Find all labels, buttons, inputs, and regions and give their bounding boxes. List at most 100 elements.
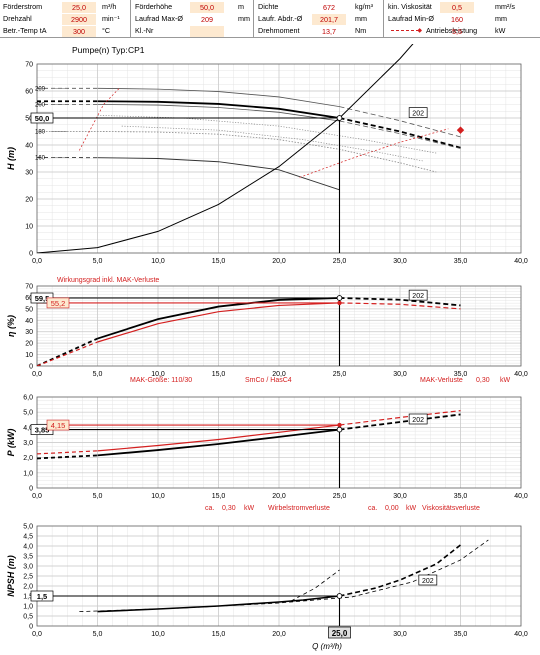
x-tick-label: 15,0 [212, 371, 226, 378]
y-tick-label: 2,0 [23, 455, 33, 462]
series-line [97, 104, 340, 122]
x-tick-label: 0,0 [32, 493, 42, 500]
visc-loss-prefix: ca. [368, 505, 377, 512]
mak-loss-label: MAK-Verluste [420, 377, 463, 384]
diameter-label: 209 [35, 86, 46, 92]
system-curve [37, 44, 414, 253]
y-tick-label: 2,5 [23, 574, 33, 581]
x-tick-label: 40,0 [514, 371, 528, 378]
y-tick-label: 40 [25, 143, 33, 150]
curve-label-box [408, 107, 428, 118]
header-value: 160 [451, 15, 463, 24]
header-label: Laufrad Min-Ø [388, 14, 434, 23]
x-tick-label: 35,0 [454, 631, 468, 638]
y-tick-label: 30 [25, 329, 33, 336]
operating-value: 59,5 [35, 294, 50, 303]
x-tick-label: 10,0 [151, 493, 165, 500]
x-tick-label: 25,0 [333, 258, 347, 265]
header-label: Laufrad Max-Ø [135, 14, 183, 23]
x-tick-label: 20,0 [272, 493, 286, 500]
curve-label-box [408, 413, 428, 425]
operating-point-marker-red [337, 300, 342, 306]
header-label: kin. Viskosität [388, 2, 432, 11]
header-label: Kl.-Nr [135, 26, 154, 35]
x-tick-label: 35,0 [454, 258, 468, 265]
series-line [97, 100, 340, 119]
y-tick-label: 50 [25, 306, 33, 313]
curve-label: 202 [412, 111, 424, 118]
eddy-loss-prefix: ca. [205, 505, 214, 512]
header-value: 13,7 [322, 27, 336, 36]
y-axis-title: H (m) [6, 147, 16, 170]
operating-value: 3,85 [35, 426, 50, 435]
y-tick-label: 40 [25, 318, 33, 325]
y-tick-label: 1,5 [23, 594, 33, 601]
x-tick-label: 0,0 [32, 631, 42, 638]
x-tick-label: 10,0 [151, 631, 165, 638]
x-tick-label: 15,0 [212, 258, 226, 265]
y-tick-label: 70 [25, 62, 33, 69]
x-tick-label: 10,0 [151, 371, 165, 378]
series-group [37, 297, 461, 366]
eddy-loss-label: Wirbelstromverluste [268, 505, 330, 512]
y-tick-label: 60 [25, 89, 33, 96]
x-tick-label: 25,0 [333, 493, 347, 500]
eddy-loss-value: 0,30 [222, 505, 236, 512]
y-tick-label: 3,5 [23, 554, 33, 561]
x-tick-label: 20,0 [272, 631, 286, 638]
y-tick-label: 2,0 [23, 584, 33, 591]
x-tick-label: 20,0 [272, 258, 286, 265]
diameter-label: 160 [35, 155, 46, 161]
curve-label: 202 [412, 293, 424, 300]
y-tick-label: 50 [25, 116, 33, 123]
y-tick-label: 4,5 [23, 534, 33, 541]
series-line [97, 297, 340, 340]
header-value: 25,0 [62, 2, 96, 13]
series-line [97, 595, 340, 613]
visc-loss-unit: kW [406, 505, 417, 512]
y-tick-label: 70 [25, 284, 33, 291]
y-tick-label: 0 [29, 251, 33, 258]
series-line [97, 302, 340, 343]
header-value: 5,5 [452, 27, 462, 36]
x-axis-title: Q (m³/h) [312, 642, 342, 651]
header-unit: Nm [355, 26, 367, 35]
x-tick-label: 30,0 [393, 631, 407, 638]
header-unit: °C [102, 26, 111, 35]
header-unit: mm [495, 14, 507, 23]
chart-P: 0,0 5,0 10,0 15,0 20,0 25,0 30,0 35,0 40,0 0 1,0 2,… [6, 377, 528, 512]
y-tick-label: 5,0 [23, 410, 33, 417]
x-tick-label: 5,0 [93, 258, 103, 265]
pump-type-value: CP1 [128, 45, 145, 55]
series-line-tail [339, 413, 461, 431]
y-tick-label: 4,0 [23, 544, 33, 551]
operating-value-box-red [46, 419, 70, 431]
operating-value-red: 4,15 [51, 421, 66, 430]
x-tick-label: 30,0 [393, 371, 407, 378]
operating-value-red: 55,2 [51, 299, 66, 308]
y-axis-title: NPSH (m) [6, 555, 16, 597]
chart-eta: 0,0 5,0 10,0 15,0 20,0 25,0 30,0 35,0 40,0 0 10 20 3… [6, 277, 528, 378]
npsh-aux-curve [290, 569, 340, 602]
diameter-label: 180 [35, 130, 46, 136]
series-line-low-flow [37, 454, 98, 460]
y-tick-label: 0 [29, 364, 33, 371]
operating-point-marker [336, 295, 343, 301]
header-unit: mm²/s [495, 2, 515, 11]
series-line [97, 87, 340, 108]
series-line [97, 157, 340, 191]
diameter-label: 200 [35, 103, 46, 109]
mak-loss-value: 0,30 [476, 377, 490, 384]
operating-value-box [30, 112, 54, 124]
plot-frame [36, 285, 522, 367]
pump-performance-charts: Pumpe(n) Typ: CP1 0,0 5,0 10,0 15,0 20,0 25,0… [6, 44, 528, 651]
series-group [37, 44, 461, 253]
y-tick-label: 3,0 [23, 440, 33, 447]
operating-value-box-red [46, 297, 70, 309]
series-line [97, 428, 340, 457]
visc-loss-label: Viskositätsverluste [422, 505, 480, 512]
mak-loss-unit: kW [500, 377, 511, 384]
operating-point-marker [336, 593, 343, 599]
x-tick-label: 10,0 [151, 258, 165, 265]
header-unit: m [238, 2, 244, 11]
